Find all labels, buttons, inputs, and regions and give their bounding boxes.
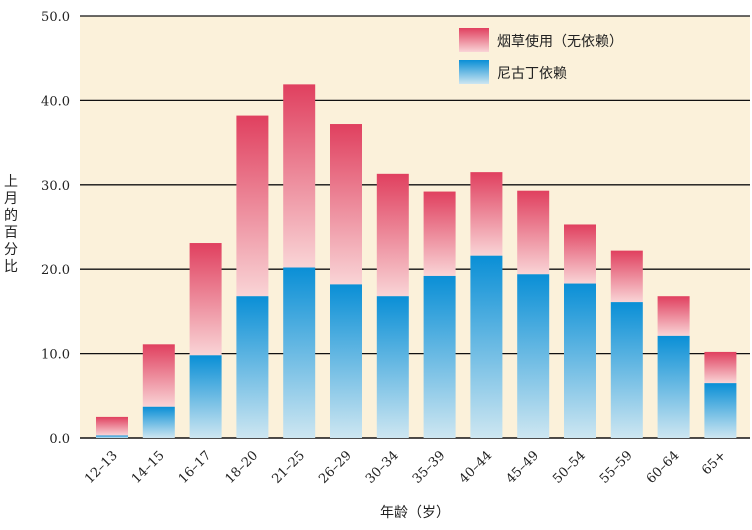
x-tick-label: 18–20 (223, 448, 262, 487)
bar-segment-tobacco (330, 124, 362, 285)
x-tick-label: 12–13 (82, 448, 121, 487)
bar-segment-tobacco (423, 191, 456, 276)
bar-segment-nicotine (704, 383, 737, 438)
bars (96, 84, 737, 438)
bar-segment-nicotine (330, 284, 362, 438)
bar-segment-tobacco (142, 344, 175, 407)
x-tick-label: 21–25 (269, 448, 308, 487)
y-tick-label: 30.0 (41, 179, 70, 194)
bar-segment-nicotine (657, 335, 690, 438)
y-tick-labels: 0.0 10.0 20.0 30.0 40.0 50.0 (41, 10, 70, 447)
x-tick-label: 45–49 (503, 448, 542, 487)
bar-segment-nicotine (376, 296, 409, 438)
bar-segment-tobacco (517, 190, 550, 275)
y-tick-label: 40.0 (41, 94, 70, 109)
x-tick-label: 50–54 (550, 448, 589, 487)
x-tick-label: 60–64 (644, 448, 683, 487)
bar-segment-nicotine (564, 283, 596, 438)
legend-label-nicotine: 尼古丁依赖 (497, 66, 567, 82)
bar-segment-nicotine (189, 355, 222, 438)
bar-segment-tobacco (470, 172, 503, 256)
legend: 烟草使用（无依赖） 尼古丁依赖 (459, 28, 623, 84)
x-tick-label: 16–17 (176, 448, 215, 487)
bar-segment-nicotine (470, 255, 503, 438)
x-tick-labels: 12–13 14–15 16–17 18–20 21–25 26–29 30–34 35–39… (82, 448, 729, 487)
bar-segment-nicotine (610, 302, 643, 438)
y-axis-title: 上月的百分比 (4, 174, 18, 275)
y-tick-label: 20.0 (41, 263, 70, 278)
bar-segment-tobacco (189, 243, 222, 356)
plot-background (80, 16, 750, 438)
bar-segment-nicotine (423, 275, 456, 438)
bar-segment-nicotine (517, 274, 550, 438)
legend-swatch-tobacco (459, 28, 489, 52)
x-tick-label: 26–29 (316, 448, 355, 487)
bar-segment-tobacco (96, 416, 128, 436)
legend-label-tobacco: 烟草使用（无依赖） (497, 33, 623, 50)
x-tick-label: 65+ (699, 448, 729, 478)
bar-segment-tobacco (376, 173, 409, 297)
x-tick-label: 40–44 (457, 448, 496, 487)
x-tick-label: 35–39 (410, 448, 449, 487)
bar-segment-tobacco (704, 351, 737, 384)
x-tick-label: 14–15 (129, 448, 168, 487)
bar-segment-tobacco (283, 84, 316, 268)
bar-segment-nicotine (142, 406, 175, 438)
y-tick-label: 0.0 (49, 432, 70, 447)
bar-segment-tobacco (236, 115, 269, 297)
bar-segment-nicotine (96, 435, 128, 438)
y-tick-label: 50.0 (41, 10, 70, 25)
bar-segment-nicotine (283, 267, 316, 438)
bar-segment-tobacco (657, 296, 690, 336)
x-axis-title: 年龄（岁） (380, 505, 450, 521)
x-tick-label: 30–34 (363, 448, 402, 487)
x-tick-label: 55–59 (597, 448, 636, 487)
bar-segment-tobacco (564, 224, 596, 284)
bar-segment-tobacco (610, 250, 643, 303)
y-tick-label: 10.0 (41, 348, 70, 363)
legend-swatch-nicotine (459, 60, 489, 84)
bar-segment-nicotine (236, 296, 269, 438)
